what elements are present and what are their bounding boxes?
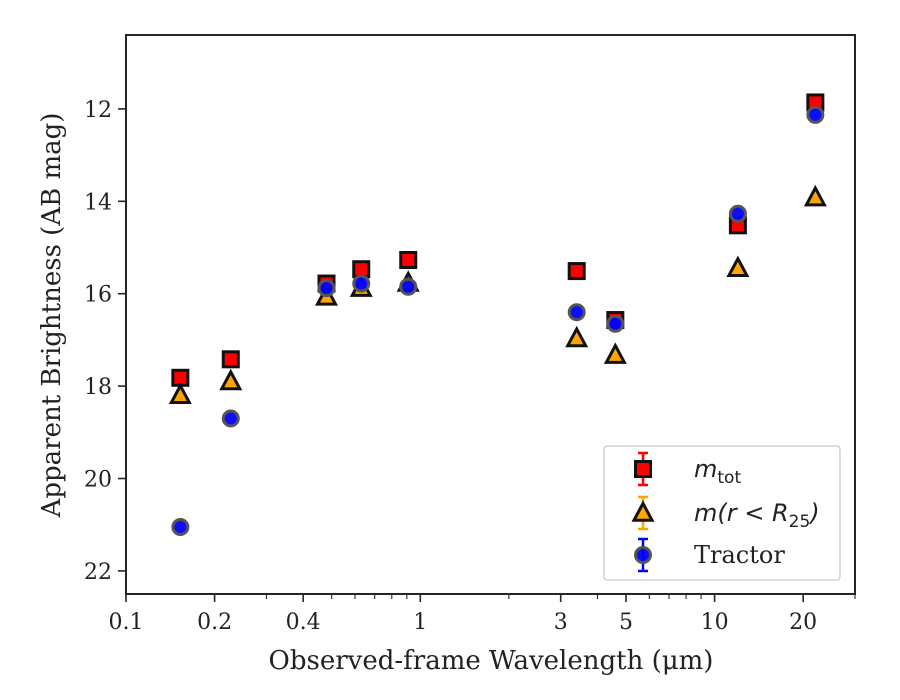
data-point — [221, 350, 240, 369]
data-point — [726, 255, 750, 278]
x-tick-label: 0.4 — [286, 610, 321, 635]
x-tick-label: 10 — [701, 610, 729, 635]
plot-area — [125, 34, 856, 595]
legend-marker — [634, 460, 652, 478]
data-point — [567, 303, 586, 322]
data-point — [399, 250, 418, 269]
data-point — [168, 382, 192, 405]
legend-label: Tractor — [694, 541, 785, 569]
data-point — [603, 342, 627, 364]
y-tick-label: 22 — [84, 560, 112, 585]
legend-marker — [634, 546, 652, 564]
data-point — [728, 204, 747, 223]
x-tick-label: 3 — [554, 610, 568, 635]
y-tick-label: 16 — [84, 283, 112, 308]
y-axis-ticks: 12 14 16 18 20 22 — [84, 98, 126, 585]
data-point — [352, 260, 371, 279]
legend-label: m(r < R25) — [694, 499, 820, 532]
x-tick-label: 20 — [789, 610, 817, 635]
data-point — [803, 184, 827, 207]
x-axis-label: Observed-frame Wavelength (μm) — [269, 646, 714, 676]
legend-box — [603, 445, 841, 581]
data-point — [352, 274, 371, 293]
data-point — [399, 277, 418, 296]
y-tick-label: 20 — [84, 468, 112, 493]
x-tick-label: 1 — [413, 610, 427, 635]
data-point — [567, 262, 586, 281]
data-point — [171, 518, 190, 537]
data-point — [806, 105, 825, 124]
x-tick-label: 5 — [619, 610, 633, 635]
y-axis-label: Apparent Brightness (AB mag) — [37, 113, 67, 519]
data-marks — [168, 93, 827, 537]
series-m-tot — [171, 93, 825, 387]
x-tick-label: 0.2 — [197, 610, 232, 635]
y-tick-label: 18 — [84, 375, 112, 400]
x-tick-label: 0.1 — [109, 610, 144, 635]
data-point — [219, 368, 243, 391]
y-tick-label: 12 — [84, 98, 112, 123]
data-point — [317, 279, 336, 298]
plot-frame — [125, 34, 856, 595]
data-point — [606, 314, 625, 333]
x-axis-ticks: 0.1 0.2 0.4 1 3 5 10 20 — [109, 594, 856, 635]
y-tick-label: 14 — [84, 190, 112, 215]
data-point — [221, 409, 240, 428]
legend-marker — [631, 500, 655, 522]
legend: mtot m(r < R25) Tractor — [603, 445, 841, 581]
series-m-r25 — [168, 184, 827, 405]
series-tractor — [171, 105, 825, 537]
data-point — [565, 325, 589, 348]
legend-label: mtot — [694, 455, 741, 488]
